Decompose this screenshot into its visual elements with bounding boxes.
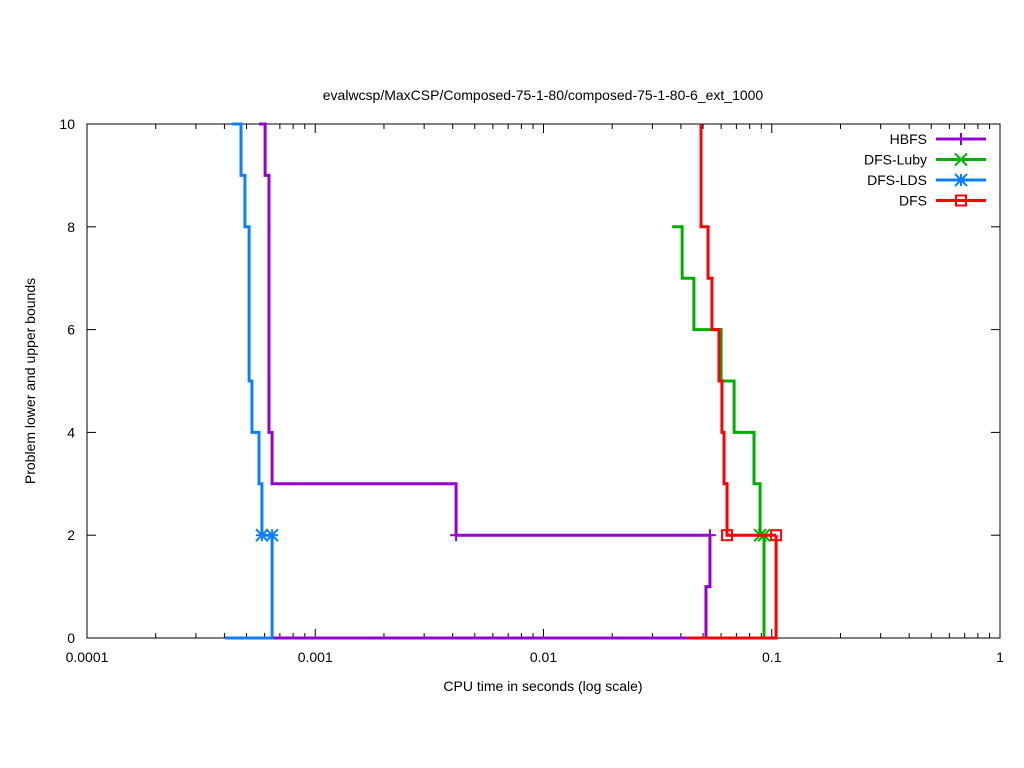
series-hbfs-marker bbox=[703, 529, 716, 542]
legend-label-dfs-luby: DFS-Luby bbox=[864, 152, 927, 168]
y-tick-label: 6 bbox=[67, 322, 75, 338]
series-dfs-luby-upper-bound-line bbox=[672, 225, 765, 537]
series-dfs-luby-lower-bound-line bbox=[687, 535, 766, 640]
legend-label-dfs-lds: DFS-LDS bbox=[867, 172, 927, 188]
y-tick-label: 2 bbox=[67, 527, 75, 543]
marker-stroke bbox=[770, 529, 783, 542]
series-dfs-lower-bound-line bbox=[687, 535, 778, 640]
series-dfs-lds-marker bbox=[255, 528, 269, 542]
x-tick-label: 0.001 bbox=[298, 649, 333, 665]
series-dfs-lds-upper-bound-line bbox=[231, 122, 273, 537]
series-dfs-upper-bound-line bbox=[699, 124, 777, 537]
series-dfs-lds-lower-bound-line bbox=[224, 535, 274, 640]
marker-stroke bbox=[721, 529, 734, 542]
x-tick-label: 0.0001 bbox=[66, 649, 109, 665]
series-hbfs-marker bbox=[450, 529, 463, 542]
x-tick-label: 0.01 bbox=[530, 649, 557, 665]
series-dfs-lds-marker bbox=[265, 528, 279, 542]
marker-stroke bbox=[955, 194, 967, 207]
legend-marker-hbfs bbox=[955, 133, 967, 145]
x-tick-label: 0.1 bbox=[762, 649, 782, 665]
series-dfs-marker bbox=[721, 529, 734, 542]
series-hbfs-lower-bound-line bbox=[252, 535, 712, 640]
legend: HBFS DFS-Luby DFS-LDS DFS bbox=[864, 131, 986, 209]
legend-label-dfs: DFS bbox=[899, 193, 927, 209]
plot-frame bbox=[86, 123, 1001, 639]
series-hbfs-upper-bound-line bbox=[259, 122, 710, 537]
legend-marker-dfs bbox=[955, 194, 967, 207]
legend-label-hbfs: HBFS bbox=[890, 131, 927, 147]
x-tick-label: 1 bbox=[996, 649, 1004, 665]
legend-marker-dfs-lds bbox=[954, 173, 968, 187]
y-axis-label: Problem lower and upper bounds bbox=[22, 278, 38, 484]
marker-stroke bbox=[954, 152, 968, 167]
y-tick-label: 0 bbox=[67, 630, 75, 646]
legend-marker-dfs-luby bbox=[954, 152, 968, 167]
series-group bbox=[224, 122, 783, 640]
y-tick-label: 4 bbox=[67, 424, 75, 440]
chart-title: evalwcsp/MaxCSP/Composed-75-1-80/compose… bbox=[323, 87, 764, 103]
x-axis-label: CPU time in seconds (log scale) bbox=[443, 678, 642, 694]
y-tick-label: 8 bbox=[67, 219, 75, 235]
series-dfs-marker bbox=[770, 529, 783, 542]
y-tick-label: 10 bbox=[59, 116, 75, 132]
